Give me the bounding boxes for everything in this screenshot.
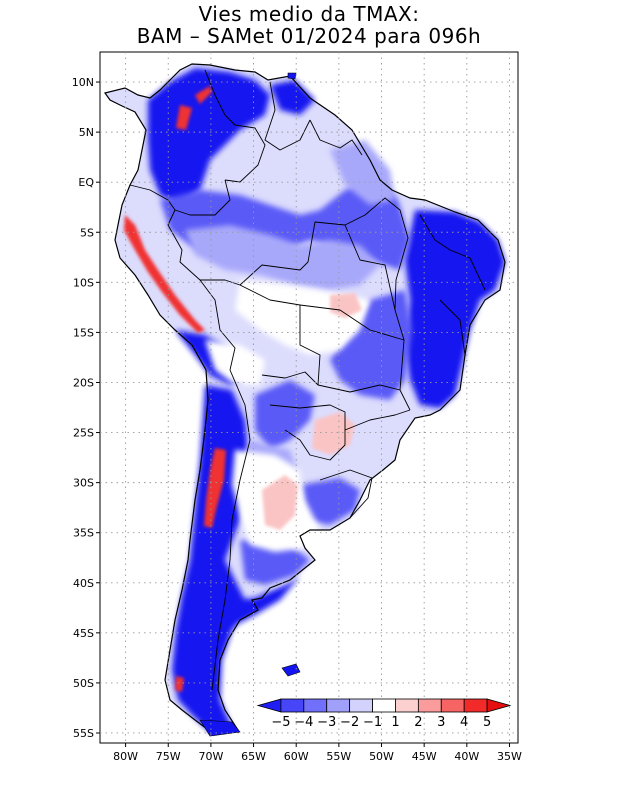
lon-tick-label: 80W <box>113 750 138 763</box>
border-peru-bolivia <box>199 279 236 371</box>
colorbar-swatch <box>349 698 373 713</box>
lat-tick-label: 30S <box>73 477 94 490</box>
border-brazil-south <box>344 409 411 431</box>
colorbar-swatch <box>440 698 465 713</box>
lat-tick-label: 5N <box>79 126 94 139</box>
strong-positive-bias-colombian-cordillera <box>176 105 192 130</box>
colorbar-swatch <box>395 698 419 713</box>
colorbar: −5 −4 −3 −2 −1 1 2 3 4 5 <box>256 698 512 730</box>
colorbar-label: 2 <box>414 715 422 730</box>
longitude-labels: 80W 75W 70W 65W 60W 55W 50W 45W 40W 35W <box>113 743 522 763</box>
tierra-del-fuego <box>199 719 241 737</box>
colorbar-label: −5 <box>271 715 290 730</box>
border-venezuela-guyana <box>264 81 311 151</box>
lat-tick-label: 20S <box>73 376 94 389</box>
strong-negative-bias-guianas <box>270 80 315 115</box>
map-frame <box>99 51 519 744</box>
border-brazil-states-4 <box>419 214 486 291</box>
lat-tick-label: 10N <box>72 76 94 89</box>
strong-positive-bias-chilean-andes <box>204 448 226 528</box>
lat-tick-label: 15S <box>73 326 94 339</box>
lat-tick-label: 45S <box>73 627 94 640</box>
border-colombia-venezuela <box>204 69 266 183</box>
lat-tick-label: 5S <box>80 226 94 239</box>
light-negative-bias-amazon <box>185 225 380 290</box>
strong-negative-bias-patagonia <box>230 576 300 625</box>
border-brazil-states-2 <box>299 304 405 341</box>
lat-tick-label: 40S <box>73 577 94 590</box>
moderate-negative-bias-chaco <box>255 380 315 450</box>
latitude-labels: 10N 5N EQ 5S 10S 15S 20S 25S 30S 35S 40S 45S 50S 55S <box>72 76 100 740</box>
lat-lon-grid <box>100 52 518 743</box>
border-paraguay <box>269 404 346 461</box>
lon-tick-label: 75W <box>156 750 181 763</box>
colorbar-label: −1 <box>363 715 382 730</box>
colorbar-swatch <box>463 698 488 713</box>
lat-tick-label: EQ <box>78 176 94 189</box>
moderate-negative-bias-central-brazil <box>330 290 412 400</box>
border-ecuador-peru <box>129 184 176 211</box>
map-title-line-2: BAM – SAMet 01/2024 para 096h <box>136 24 482 48</box>
strong-negative-bias-northeast-brazil <box>405 210 505 408</box>
lon-tick-label: 70W <box>198 750 223 763</box>
lat-tick-label: 35S <box>73 527 94 540</box>
strong-positive-bias-colombian-andes <box>195 86 212 104</box>
colorbar-label: 4 <box>460 715 468 730</box>
border-bolivia-paraguay <box>261 371 319 386</box>
colorbar-label: −3 <box>317 715 336 730</box>
continent-outline <box>103 63 506 736</box>
border-brazil-states-1 <box>344 224 396 311</box>
country-borders <box>129 69 486 691</box>
lat-tick-label: 50S <box>73 677 94 690</box>
lat-tick-label: 10S <box>73 276 94 289</box>
border-brazil-states-3 <box>317 384 401 393</box>
border-guianas <box>309 119 363 156</box>
trinidad-island <box>287 72 297 80</box>
lon-tick-label: 40W <box>454 750 479 763</box>
colorbar-swatch <box>256 698 282 713</box>
lon-tick-label: 45W <box>412 750 437 763</box>
lon-tick-label: 50W <box>369 750 394 763</box>
colorbar-label: 5 <box>483 715 491 730</box>
colorbar-swatch <box>417 698 442 713</box>
lon-tick-label: 35W <box>497 750 522 763</box>
lon-tick-label: 60W <box>284 750 309 763</box>
lon-tick-label: 55W <box>326 750 351 763</box>
moderate-negative-bias-uruguay <box>300 478 360 525</box>
lon-tick-label: 65W <box>241 750 266 763</box>
positive-bias-central-brazil <box>330 293 362 318</box>
strong-positive-bias-southern-patagonia <box>175 676 184 692</box>
colorbar-swatch <box>486 698 512 713</box>
colorbar-label: −4 <box>294 715 313 730</box>
bias-field <box>103 63 506 737</box>
border-bolivia-brazil <box>239 284 321 386</box>
lat-tick-label: 55S <box>73 727 94 740</box>
near-zero-bias-altiplano <box>205 340 265 385</box>
moderate-negative-bias-argentina <box>240 540 310 585</box>
border-argentina-uruguay <box>319 469 373 519</box>
strong-positive-bias-northern-andes <box>124 215 205 333</box>
lat-tick-label: 25S <box>73 427 94 440</box>
light-negative-bias-interior-northeast <box>330 140 395 205</box>
falkland-islands <box>281 663 301 677</box>
border-chile-argentina <box>211 369 251 691</box>
border-brazil-states-5 <box>439 299 466 356</box>
colorbar-label: 1 <box>391 715 399 730</box>
colorbar-swatch <box>303 698 328 713</box>
colorbar-swatch <box>326 698 351 713</box>
map-title-line-1: Vies medio da TMAX: <box>198 2 420 26</box>
strong-negative-bias-north <box>148 68 270 205</box>
colorbar-swatch <box>372 698 396 713</box>
colorbar-label: 3 <box>437 715 445 730</box>
colorbar-label: −2 <box>340 715 359 730</box>
islands <box>199 72 301 737</box>
colorbar-swatch <box>280 698 305 713</box>
positive-bias-paraguay <box>312 412 355 455</box>
positive-bias-central-argentina <box>262 475 298 530</box>
